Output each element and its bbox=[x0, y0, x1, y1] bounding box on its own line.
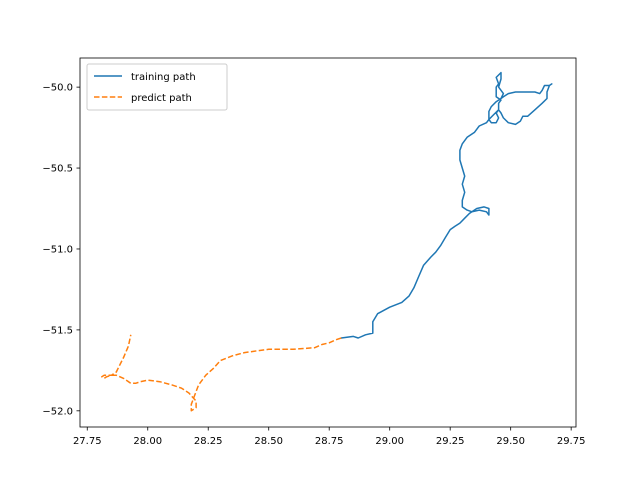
x-tick-label: 29.00 bbox=[375, 436, 404, 447]
series-line-training-path bbox=[340, 71, 553, 339]
x-tick-label: 29.25 bbox=[436, 436, 465, 447]
y-tick-label: −51.0 bbox=[42, 245, 73, 256]
x-tick-label: 28.50 bbox=[254, 436, 283, 447]
x-tick-label: 28.75 bbox=[315, 436, 344, 447]
axes-frame bbox=[79, 57, 577, 428]
y-tick-label: −50.0 bbox=[42, 83, 73, 94]
legend: training path predict path bbox=[86, 63, 228, 111]
plot-area: 27.75 28.00 28.25 28.50 28.75 29.00 29.25 29.50… bbox=[42, 57, 586, 447]
x-tick-label: 29.75 bbox=[557, 436, 586, 447]
x-axis: 27.75 28.00 28.25 28.50 28.75 29.00 29.25 29.50… bbox=[73, 427, 586, 447]
y-tick-label: −51.5 bbox=[42, 325, 73, 336]
x-tick-label: 28.25 bbox=[194, 436, 223, 447]
series-line-predict-path bbox=[101, 334, 342, 412]
y-tick-label: −52.0 bbox=[42, 406, 73, 417]
series-layer bbox=[101, 71, 553, 412]
y-axis: −50.0 −50.5 −51.0 −51.5 −52.0 bbox=[42, 83, 80, 417]
legend-label-predict-path: predict path bbox=[131, 93, 192, 104]
y-tick-label: −50.5 bbox=[42, 164, 73, 175]
x-tick-label: 28.00 bbox=[133, 436, 162, 447]
x-tick-label: 29.50 bbox=[496, 436, 525, 447]
legend-label-training-path: training path bbox=[131, 72, 196, 83]
x-tick-label: 27.75 bbox=[73, 436, 102, 447]
legend-items: training path predict path bbox=[94, 72, 196, 104]
